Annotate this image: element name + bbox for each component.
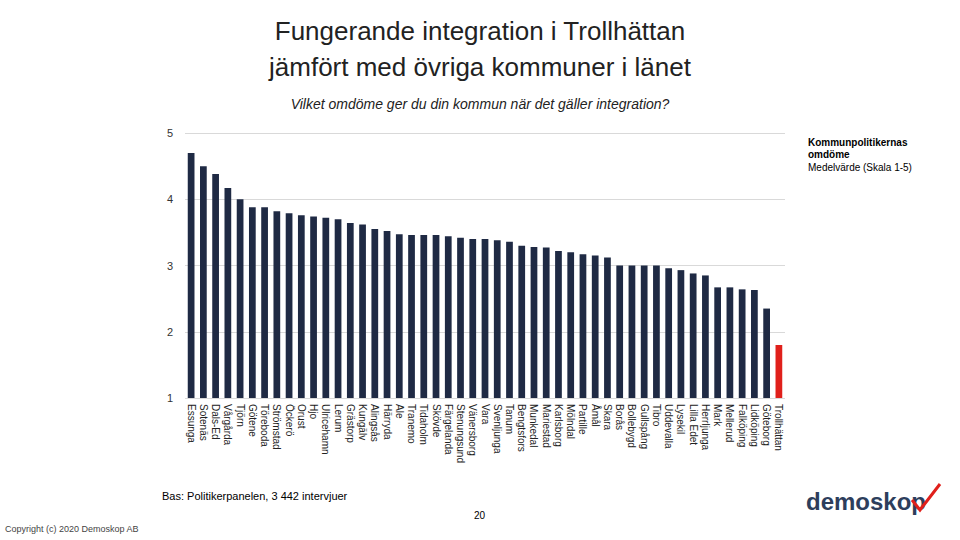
svg-text:Vårgårda: Vårgårda	[222, 404, 233, 446]
svg-text:Mariestad: Mariestad	[541, 404, 552, 448]
svg-text:Tjörn: Tjörn	[235, 404, 246, 427]
svg-text:Vara: Vara	[480, 404, 491, 425]
svg-text:4: 4	[167, 193, 173, 205]
svg-text:Lidköping: Lidköping	[749, 404, 760, 447]
svg-text:Tidaholm: Tidaholm	[418, 404, 429, 445]
svg-text:Skara: Skara	[602, 404, 613, 431]
svg-text:Gullspång: Gullspång	[639, 404, 650, 449]
svg-text:Svenljunga: Svenljunga	[492, 404, 503, 454]
svg-text:Åmål: Åmål	[590, 404, 602, 427]
svg-text:Tanum: Tanum	[504, 404, 515, 434]
svg-text:Bengtsfors: Bengtsfors	[516, 404, 527, 452]
svg-text:Vilket omdöme ger du din kommu: Vilket omdöme ger du din kommun när det …	[291, 96, 670, 112]
svg-text:1: 1	[167, 392, 173, 404]
svg-text:Skövde: Skövde	[431, 404, 442, 438]
svg-text:2: 2	[167, 326, 173, 338]
svg-text:Lilla Edet: Lilla Edet	[688, 404, 699, 445]
svg-text:Fungerande integration i Troll: Fungerande integration i Trollhättan	[275, 16, 686, 46]
svg-text:Stenungsund: Stenungsund	[455, 404, 466, 463]
svg-text:Färgelanda: Färgelanda	[443, 404, 454, 455]
svg-text:Medelvärde (Skala 1-5): Medelvärde (Skala 1-5)	[808, 162, 912, 173]
svg-text:Karlsborg: Karlsborg	[553, 404, 564, 447]
svg-text:Orust: Orust	[296, 404, 307, 429]
svg-text:Essunga: Essunga	[186, 404, 197, 443]
svg-text:Munkedal: Munkedal	[528, 404, 539, 447]
svg-text:Borås: Borås	[614, 404, 625, 430]
svg-text:Töreboda: Töreboda	[259, 404, 270, 447]
svg-text:20: 20	[474, 510, 486, 521]
svg-text:Götene: Götene	[247, 404, 258, 437]
svg-text:Lysekil: Lysekil	[675, 404, 686, 434]
svg-text:Sotenäs: Sotenäs	[198, 404, 209, 441]
svg-text:Öckerö: Öckerö	[284, 404, 295, 437]
svg-text:Grästorp: Grästorp	[345, 404, 356, 443]
svg-text:Falköping: Falköping	[737, 404, 748, 447]
svg-text:omdöme: omdöme	[808, 149, 850, 160]
svg-text:demoskop: demoskop	[806, 488, 926, 515]
svg-text:Mölndal: Mölndal	[565, 404, 576, 439]
svg-text:Bollebygd: Bollebygd	[626, 404, 637, 448]
svg-text:Tibro: Tibro	[651, 404, 662, 427]
svg-text:Ulricehamn: Ulricehamn	[320, 404, 331, 455]
svg-text:Copyright (c) 2020 Demoskop AB: Copyright (c) 2020 Demoskop AB	[5, 524, 139, 534]
svg-text:Kungälv: Kungälv	[357, 404, 368, 440]
svg-text:Uddevalla: Uddevalla	[663, 404, 674, 449]
svg-text:Kommunpolitikernas: Kommunpolitikernas	[808, 137, 910, 148]
svg-text:Mark: Mark	[712, 404, 723, 427]
svg-text:Hjo: Hjo	[308, 404, 319, 419]
svg-text:Strömstad: Strömstad	[271, 404, 282, 450]
svg-text:Alingsås: Alingsås	[369, 404, 380, 442]
svg-text:Partille: Partille	[577, 404, 588, 435]
svg-text:Göteborg: Göteborg	[761, 404, 772, 446]
svg-text:Trollhättan: Trollhättan	[773, 404, 784, 451]
svg-text:Herrljunga: Herrljunga	[700, 404, 711, 451]
svg-text:3: 3	[167, 260, 173, 272]
svg-text:Bas: Politikerpanelen, 3 442 i: Bas: Politikerpanelen, 3 442 intervjuer	[162, 490, 348, 502]
svg-text:jämfört med övriga kommuner i: jämfört med övriga kommuner i länet	[268, 52, 692, 82]
svg-text:Vänersborg: Vänersborg	[467, 404, 478, 456]
svg-text:Mellerud: Mellerud	[724, 404, 735, 442]
svg-text:Härryda: Härryda	[382, 404, 393, 440]
svg-text:Ale: Ale	[394, 404, 405, 419]
svg-text:Lerum: Lerum	[333, 404, 344, 432]
svg-text:5: 5	[167, 127, 173, 139]
svg-text:Dals-Ed: Dals-Ed	[210, 404, 221, 440]
svg-text:Tranemo: Tranemo	[406, 404, 417, 444]
